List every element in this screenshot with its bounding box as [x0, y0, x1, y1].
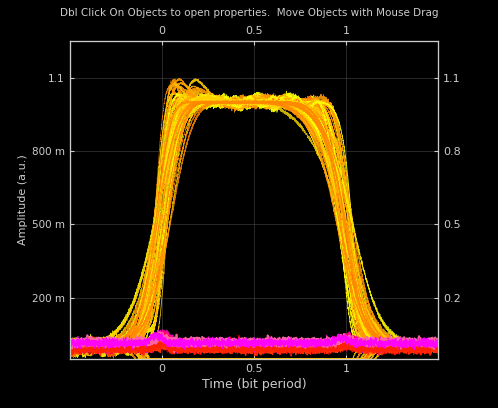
X-axis label: Time (bit period): Time (bit period)	[202, 378, 306, 391]
Y-axis label: Amplitude (a.u.): Amplitude (a.u.)	[18, 155, 28, 245]
Text: Dbl Click On Objects to open properties.  Move Objects with Mouse Drag: Dbl Click On Objects to open properties.…	[60, 8, 438, 18]
